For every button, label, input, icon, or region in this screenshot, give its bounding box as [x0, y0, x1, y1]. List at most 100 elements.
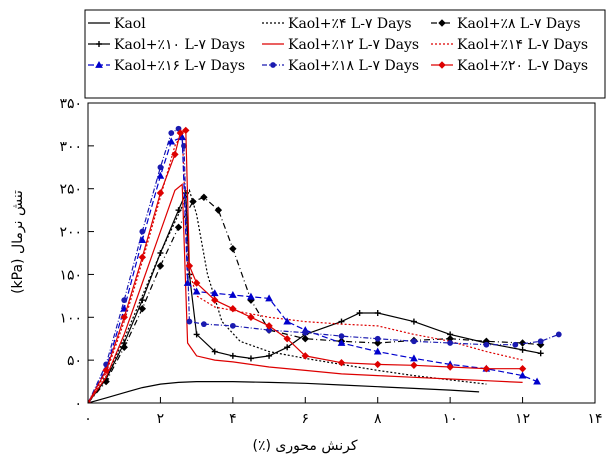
y-tick-label: ۵۰: [67, 353, 82, 369]
data-point: [512, 341, 519, 348]
data-point: [211, 296, 219, 304]
data-point: [302, 329, 309, 336]
legend-item-1: Kaol: [88, 16, 146, 32]
data-point: [374, 310, 381, 316]
legend-marker: [438, 61, 446, 69]
data-point: [138, 236, 147, 244]
data-point: [301, 352, 309, 360]
axes: ۰ ۲ ۴ ۶ ۸ ۱۰ ۱۲ ۱۴ ۰ ۵۰ ۱۰۰ ۱۵۰ ۲۰۰ ۲۵۰ ۳۰۰ ۳۵۰: [59, 96, 602, 427]
data-point: [283, 335, 291, 343]
data-point: [337, 338, 346, 346]
data-point: [121, 297, 128, 304]
data-point: [411, 338, 417, 345]
data-point: [537, 338, 544, 345]
x-tick-label: ۸: [374, 411, 382, 427]
data-point: [138, 253, 147, 261]
data-point: [186, 318, 193, 325]
legend-label: Kaol: [114, 16, 146, 32]
series-line: [88, 188, 487, 403]
data-point: [121, 340, 128, 346]
series-line: [88, 130, 523, 403]
plot-frame: [87, 102, 596, 404]
y-tick-label: ۲۵۰: [59, 182, 82, 198]
y-tick-label: ۱۰۰: [59, 310, 82, 326]
data-point: [156, 262, 165, 270]
data-point: [157, 164, 164, 171]
data-point: [283, 317, 292, 325]
series-line: [88, 129, 523, 403]
x-tick-label: ۴: [229, 411, 237, 427]
data-point: [229, 245, 237, 253]
series-9: [88, 126, 527, 403]
legend-item-9: Kaol+٪۲۰ L-۷ Days: [431, 58, 588, 74]
series-layer: [88, 125, 562, 403]
series-line: [88, 381, 480, 403]
data-point: [266, 352, 273, 359]
data-point: [537, 350, 544, 357]
legend-label: Kaol+٪۲۰ L-۷ Days: [457, 58, 588, 74]
legend-label: Kaol+٪۱۴ L-۷ Days: [457, 37, 588, 53]
data-point: [182, 126, 190, 135]
data-point: [247, 292, 255, 300]
series-line: [88, 196, 541, 403]
data-point: [446, 363, 454, 371]
data-point: [338, 333, 345, 340]
data-point: [374, 360, 382, 369]
data-point: [200, 321, 207, 328]
series-line: [88, 183, 523, 403]
x-tick-label: ۰: [84, 411, 92, 427]
data-point: [284, 344, 291, 351]
data-point: [138, 305, 147, 313]
data-point: [373, 347, 382, 355]
x-tick-label: ۶: [302, 411, 310, 427]
legend-label: Kaol+٪۱۰ L-۷ Days: [114, 37, 245, 53]
y-tick-label: ۰: [74, 396, 82, 412]
legend-item-7: Kaol+٪۱۶ L-۷ Days: [88, 58, 245, 74]
data-point: [519, 346, 526, 353]
legend-label: Kaol+٪۱۶ L-۷ Days: [114, 58, 245, 74]
data-point: [229, 352, 236, 359]
data-point: [176, 129, 185, 137]
data-point: [265, 322, 273, 330]
data-point: [211, 348, 218, 355]
data-point: [120, 313, 128, 321]
data-point: [483, 341, 490, 348]
data-point: [210, 289, 219, 297]
series-line: [88, 136, 538, 403]
legend-label: Kaol+٪۱۲ L-۷ Days: [288, 37, 419, 53]
y-tick-label: ۱۵۰: [59, 267, 82, 283]
legend-marker: [438, 19, 446, 27]
data-point: [192, 287, 201, 295]
data-point: [156, 171, 165, 179]
data-point: [410, 354, 418, 362]
data-point: [139, 228, 146, 235]
series-2: [88, 188, 487, 403]
legend-marker: [95, 60, 103, 68]
series-6: [88, 130, 523, 403]
y-tick-label: ۳۵۰: [59, 96, 82, 112]
data-point: [139, 297, 146, 304]
y-tick-label: ۳۰۰: [59, 139, 82, 155]
series-3: [88, 193, 545, 403]
series-5: [88, 183, 523, 403]
legend-item-2: Kaol+٪۴ L-۷ Days: [262, 16, 412, 32]
data-point: [265, 294, 273, 302]
x-axis-title: کرنش محوری (٪): [253, 438, 358, 454]
x-tick-label: ۱۲: [515, 411, 530, 427]
series-4: [88, 190, 544, 403]
data-point: [189, 197, 197, 206]
data-point: [518, 365, 527, 373]
data-point: [174, 223, 183, 231]
data-point: [447, 340, 454, 346]
x-tick-label: ۱۰: [443, 411, 458, 427]
data-point: [168, 130, 175, 136]
data-point: [356, 310, 363, 316]
data-point: [229, 322, 236, 329]
data-point: [200, 193, 208, 201]
data-point: [301, 335, 309, 343]
y-tick-label: ۲۰۰: [59, 225, 82, 241]
data-point: [183, 278, 192, 286]
data-point: [410, 318, 417, 325]
data-point: [120, 304, 129, 312]
